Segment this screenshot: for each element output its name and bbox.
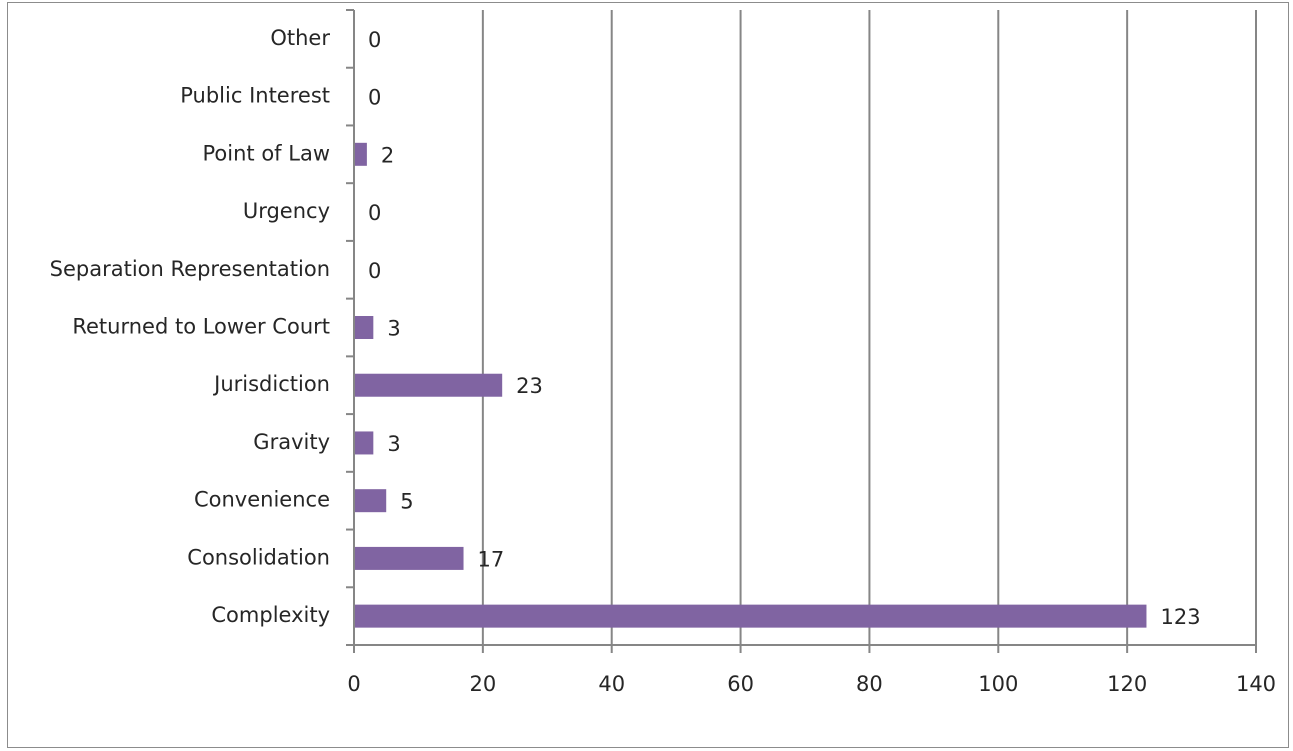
category-label: Other	[270, 26, 330, 50]
x-tick-label: 40	[598, 672, 625, 696]
data-label: 0	[368, 86, 381, 110]
x-tick-label: 140	[1236, 672, 1276, 696]
bar	[355, 373, 503, 397]
data-label: 2	[381, 143, 394, 167]
x-tick-label: 120	[1107, 672, 1147, 696]
category-label: Convenience	[194, 488, 330, 512]
category-label: Consolidation	[187, 545, 330, 569]
category-label: Separation Representation	[50, 257, 330, 281]
data-label: 3	[387, 432, 400, 456]
bar	[355, 546, 464, 570]
x-tick-label: 20	[469, 672, 496, 696]
data-label: 0	[368, 201, 381, 225]
x-tick-label: 100	[978, 672, 1018, 696]
gridlines	[481, 10, 1257, 645]
category-label: Public Interest	[180, 84, 330, 108]
bar	[355, 489, 387, 513]
category-label: Urgency	[243, 199, 330, 223]
category-label: Point of Law	[203, 141, 330, 165]
data-label: 123	[1160, 605, 1200, 629]
axes	[346, 9, 1257, 653]
data-label: 5	[400, 490, 413, 514]
bar	[355, 431, 374, 455]
category-label: Gravity	[253, 430, 330, 454]
data-label: 17	[478, 547, 505, 571]
bar	[355, 604, 1147, 628]
data-label: 3	[387, 317, 400, 341]
category-label: Returned to Lower Court	[72, 315, 330, 339]
bars	[355, 142, 1147, 628]
bar	[355, 316, 374, 339]
category-label: Complexity	[211, 603, 330, 627]
x-tick-label: 60	[727, 672, 754, 696]
data-label: 0	[368, 28, 381, 52]
x-tick-label: 80	[856, 672, 883, 696]
data-label: 23	[516, 374, 543, 398]
data-label: 0	[368, 259, 381, 283]
bar	[355, 142, 367, 166]
category-label: Jurisdiction	[212, 372, 330, 396]
x-tick-label: 0	[347, 672, 360, 696]
